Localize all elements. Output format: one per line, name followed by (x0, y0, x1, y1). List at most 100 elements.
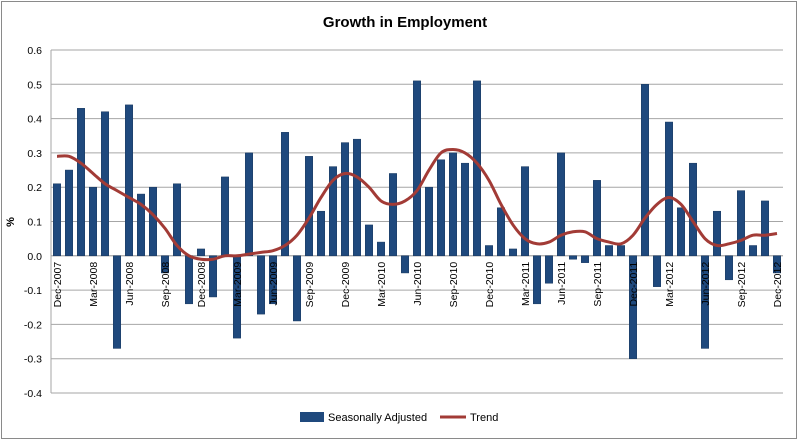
bar (281, 132, 289, 257)
bar (725, 255, 733, 281)
x-tick-label: Jun-2009 (268, 262, 280, 306)
bar (581, 255, 589, 263)
x-tick-label: Mar-2012 (664, 262, 676, 307)
x-tick-label: Dec-2009 (340, 262, 352, 308)
bar (569, 255, 577, 260)
bar (125, 104, 133, 257)
bar (245, 152, 253, 257)
bar (689, 162, 697, 257)
x-tick-label: Jun-2011 (556, 262, 568, 305)
bar (113, 255, 121, 349)
bar (209, 255, 217, 298)
trend-line (56, 147, 778, 262)
y-tick-label: 0.0 (27, 251, 42, 263)
y-tick-label: -0.2 (24, 319, 42, 331)
x-tick-label: Jun-2010 (412, 262, 424, 306)
bar (365, 224, 373, 257)
bar (89, 186, 97, 257)
bar (185, 255, 193, 305)
bar (737, 190, 745, 257)
bar (413, 80, 421, 257)
bar (449, 152, 457, 257)
bar (197, 248, 205, 257)
y-axis-ticks: 0.6 0.5 0.4 0.3 0.2 0.1 0.0 -0.1 -0.2 -0.3 -0.4 (24, 45, 42, 400)
bar (173, 183, 181, 257)
x-tick-label: Mar-2010 (376, 262, 388, 307)
bar (545, 255, 553, 284)
bar (461, 162, 469, 257)
x-tick-label: Dec-2010 (484, 262, 496, 308)
y-tick-label: 0.3 (27, 148, 42, 160)
bar (341, 142, 349, 257)
x-tick-label: Jun-2012 (700, 262, 712, 306)
y-tick-label: 0.4 (27, 114, 42, 126)
x-tick-label: Sep-2012 (736, 262, 748, 308)
y-tick-label: -0.3 (24, 354, 42, 366)
bar (701, 255, 709, 349)
x-tick-label: Mar-2009 (232, 262, 244, 307)
bar (425, 186, 433, 257)
bar (485, 245, 493, 257)
bar (521, 166, 529, 257)
x-tick-label: Mar-2011 (520, 262, 532, 306)
bar (353, 138, 361, 257)
y-tick-label: 0.6 (27, 45, 42, 57)
bar (605, 245, 613, 257)
bar (305, 156, 313, 257)
bar (497, 207, 505, 257)
bar (149, 186, 157, 257)
x-axis-ticks: Dec-2007 Mar-2008 Jun-2008 Sep-2008 Dec-2008… (52, 262, 784, 308)
bar (377, 241, 385, 257)
y-tick-label: 0.2 (27, 182, 42, 194)
bar (137, 193, 145, 257)
legend-label-trend: Trend (470, 412, 498, 424)
y-tick-label: 0.1 (27, 217, 42, 229)
x-tick-label: Dec-2007 (52, 262, 64, 308)
y-tick-label: 0.5 (27, 79, 42, 91)
legend: Seasonally Adjusted Trend (300, 412, 498, 424)
bar (533, 255, 541, 305)
bar (773, 255, 781, 274)
x-tick-label: Mar-2008 (88, 262, 100, 307)
bar (329, 166, 337, 257)
bar (77, 108, 85, 257)
x-tick-label: Dec-2011 (628, 262, 640, 307)
legend-swatch-seasonally-adjusted (300, 412, 324, 422)
x-tick-label: Jun-2008 (124, 262, 136, 306)
gridlines (50, 49, 783, 394)
bar (389, 173, 397, 257)
bar (221, 176, 229, 257)
x-tick-label: Sep-2010 (448, 262, 460, 308)
x-tick-label: Dec-2012 (772, 262, 784, 308)
bar (641, 84, 649, 257)
x-tick-label: Sep-2009 (304, 262, 316, 308)
bar (677, 207, 685, 257)
x-tick-label: Sep-2011 (592, 262, 604, 307)
bar (53, 183, 61, 257)
bar-series (53, 80, 781, 359)
bar (269, 255, 277, 305)
bar (161, 255, 169, 274)
y-tick-label: -0.1 (24, 285, 42, 297)
bar (401, 255, 409, 274)
x-tick-label: Sep-2008 (160, 262, 172, 308)
y-tick-label: -0.4 (24, 388, 42, 400)
chart-title: Growth in Employment (323, 14, 487, 31)
bar (593, 180, 601, 257)
bar (629, 255, 637, 359)
y-axis-label: % (5, 217, 17, 227)
bar (557, 152, 565, 257)
bar (665, 121, 673, 257)
bar (509, 248, 517, 257)
bar (293, 255, 301, 322)
legend-label-seasonally-adjusted: Seasonally Adjusted (328, 412, 427, 424)
bar (437, 159, 445, 257)
x-tick-label: Dec-2008 (196, 262, 208, 308)
bar (713, 210, 721, 257)
bar (653, 255, 661, 287)
bar (65, 169, 73, 257)
bar (617, 245, 625, 257)
bar (749, 245, 757, 257)
